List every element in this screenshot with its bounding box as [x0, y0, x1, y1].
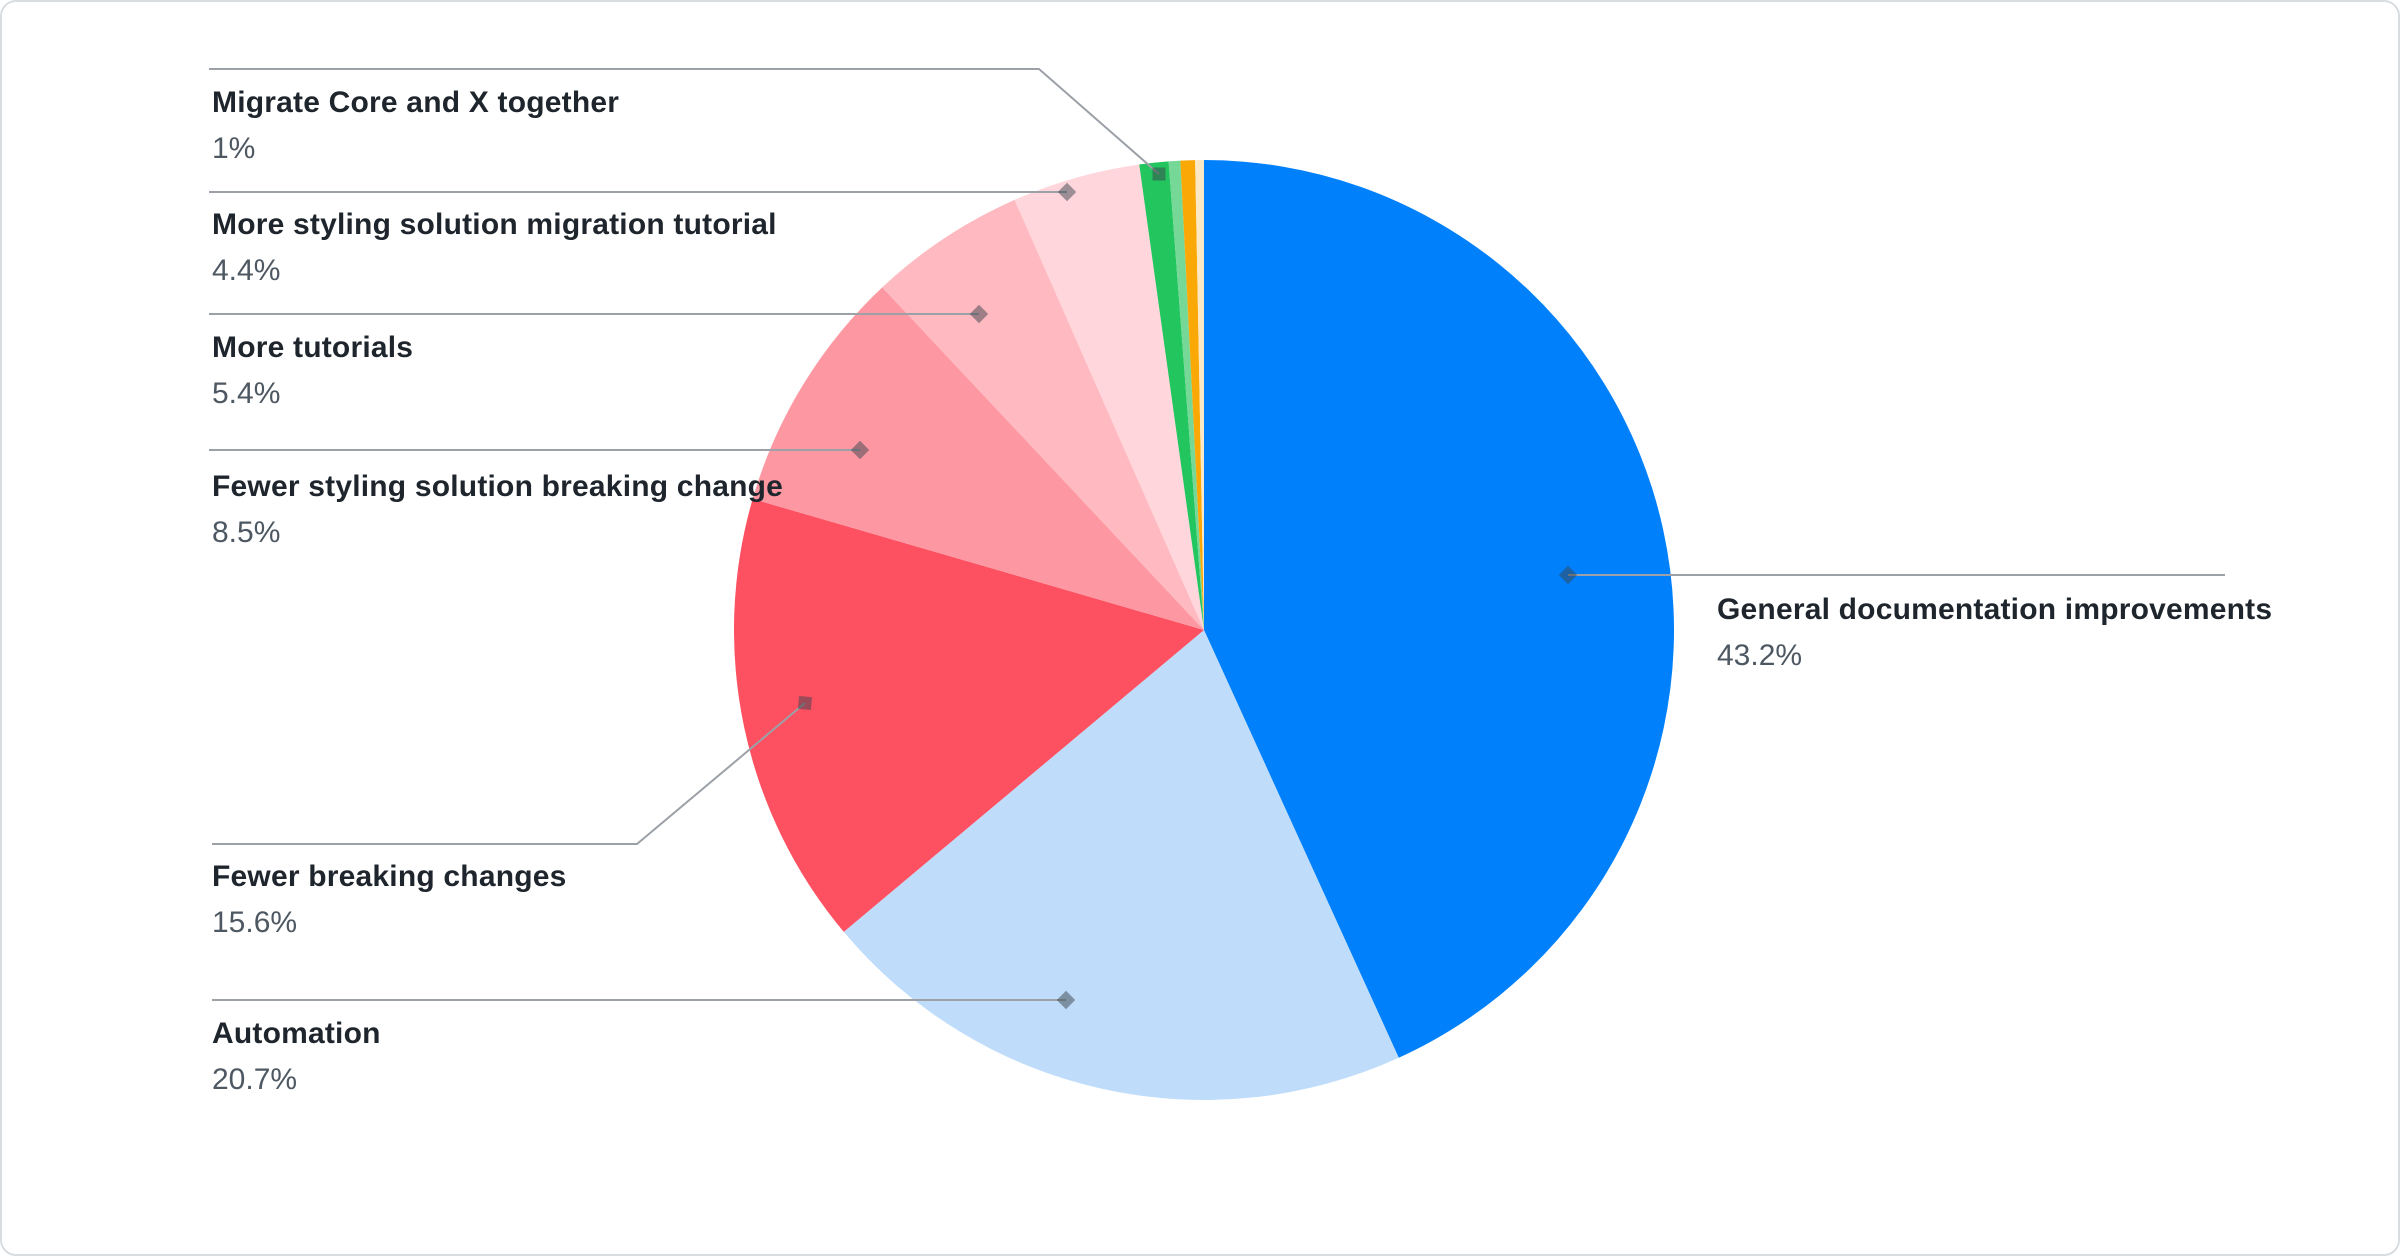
leader-marker-more-tutorials	[969, 304, 989, 324]
slice-label-title: General documentation improvements	[1717, 593, 2273, 626]
slice-label-title: More styling solution migration tutorial	[212, 208, 777, 241]
leader-markers	[797, 167, 1578, 1010]
slice-label-percent: 1%	[212, 132, 256, 165]
leader-marker-migrate-core-and-x-together	[1152, 167, 1166, 181]
slice-label-title: More tutorials	[212, 331, 414, 364]
slice-label-percent: 43.2%	[1717, 639, 1803, 672]
leader-line-fewer-breaking-changes	[212, 702, 806, 845]
leader-lines	[209, 68, 2225, 1001]
leader-marker-fewer-styling-solution-breaking-change	[850, 440, 870, 460]
slice-label-general-documentation-improvements: General documentation improvements 43.2%	[1717, 591, 2272, 675]
slice-label-percent: 4.4%	[212, 254, 281, 287]
slice-label-percent: 5.4%	[212, 377, 281, 410]
slice-label-automation: Automation 20.7%	[212, 1015, 381, 1099]
pie-slice-migrate-core-and-x-together[interactable]	[1139, 161, 1204, 630]
pie-slice-unlabeled-9[interactable]	[1195, 159, 1204, 631]
pie-slice-more-styling-solution-migration-tutorial[interactable]	[1014, 164, 1204, 631]
slice-label-percent: 15.6%	[212, 906, 298, 939]
slice-label-title: Migrate Core and X together	[212, 86, 620, 119]
pie-slice-unlabeled-8[interactable]	[1180, 160, 1204, 630]
pie-slices	[733, 159, 1675, 1101]
leader-marker-automation	[1056, 990, 1076, 1010]
slice-label-title: Automation	[212, 1017, 381, 1050]
slice-label-more-tutorials: More tutorials 5.4%	[212, 329, 413, 413]
slice-label-title: Fewer breaking changes	[212, 860, 567, 893]
slice-label-percent: 20.7%	[212, 1063, 298, 1096]
leader-marker-fewer-breaking-changes	[797, 695, 813, 711]
pie-slice-unlabeled-7[interactable]	[1168, 160, 1204, 630]
slice-label-percent: 8.5%	[212, 516, 281, 549]
pie-slice-fewer-styling-solution-breaking-change[interactable]	[752, 287, 1204, 630]
slice-label-fewer-styling-solution-breaking-change: Fewer styling solution breaking change 8…	[212, 468, 783, 552]
leader-marker-general-documentation-improvements	[1558, 565, 1578, 585]
slice-label-fewer-breaking-changes: Fewer breaking changes 15.6%	[212, 858, 567, 942]
pie-slice-general-documentation-improvements[interactable]	[1204, 160, 1675, 1058]
pie-slice-fewer-breaking-changes[interactable]	[733, 498, 1204, 932]
pie-slice-automation[interactable]	[843, 630, 1399, 1101]
leader-line-migrate-core-and-x-together	[209, 68, 1160, 175]
slice-label-title: Fewer styling solution breaking change	[212, 470, 784, 503]
pie-slice-more-tutorials[interactable]	[882, 199, 1204, 630]
slice-label-more-styling-solution-migration-tutorial: More styling solution migration tutorial…	[212, 206, 777, 290]
slice-label-migrate-core-and-x-together: Migrate Core and X together 1%	[212, 84, 619, 168]
leader-marker-more-styling-solution-migration-tutorial	[1057, 182, 1077, 202]
